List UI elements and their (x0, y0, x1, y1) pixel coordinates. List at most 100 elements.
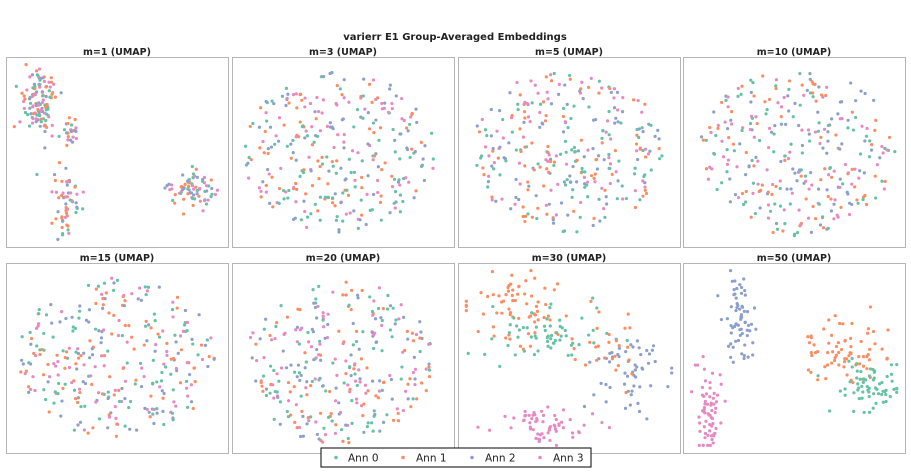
data-point-ann-2 (559, 201, 564, 205)
data-point-ann-0 (331, 164, 335, 168)
data-point-ann-1 (54, 217, 58, 221)
data-point-ann-1 (60, 225, 64, 230)
data-point-ann-1 (506, 289, 510, 293)
data-point-ann-1 (533, 320, 537, 324)
data-point-ann-2 (27, 390, 31, 395)
data-point-ann-0 (865, 384, 869, 389)
data-point-ann-0 (184, 379, 189, 383)
data-point-ann-3 (413, 383, 417, 387)
data-point-ann-0 (864, 134, 869, 138)
data-point-ann-0 (751, 81, 755, 85)
data-point-ann-0 (637, 135, 641, 140)
data-point-ann-2 (261, 180, 265, 184)
data-point-ann-2 (649, 384, 653, 388)
data-point-ann-3 (52, 362, 56, 366)
data-point-ann-2 (745, 310, 750, 314)
data-point-ann-0 (324, 389, 328, 393)
data-point-ann-0 (632, 172, 637, 176)
data-point-ann-1 (749, 215, 753, 219)
data-point-ann-2 (205, 189, 209, 193)
data-point-ann-2 (352, 209, 356, 213)
data-point-ann-1 (774, 86, 778, 91)
data-point-ann-0 (851, 128, 856, 132)
data-point-ann-1 (873, 128, 877, 132)
data-point-ann-2 (351, 321, 355, 326)
data-point-ann-1 (43, 105, 48, 109)
data-point-ann-2 (40, 90, 45, 94)
data-point-ann-2 (863, 139, 867, 143)
data-point-ann-3 (542, 436, 546, 440)
data-point-ann-3 (568, 418, 572, 422)
data-point-ann-2 (736, 323, 740, 327)
data-point-ann-2 (733, 193, 738, 197)
data-point-ann-1 (382, 380, 386, 384)
data-point-ann-2 (591, 223, 595, 228)
data-point-ann-1 (819, 135, 823, 139)
data-point-ann-3 (836, 215, 840, 219)
data-point-ann-2 (358, 218, 362, 222)
data-point-ann-3 (318, 342, 322, 346)
data-point-ann-1 (861, 354, 866, 359)
data-point-ann-0 (725, 170, 729, 174)
data-point-ann-2 (616, 120, 620, 124)
data-point-ann-0 (319, 75, 323, 79)
data-point-ann-2 (745, 328, 749, 332)
data-point-ann-3 (364, 391, 368, 395)
data-point-ann-3 (116, 333, 121, 338)
data-point-ann-1 (518, 344, 523, 348)
data-point-ann-2 (82, 351, 86, 355)
data-point-ann-2 (729, 324, 733, 328)
data-point-ann-3 (716, 123, 720, 127)
data-point-ann-0 (861, 390, 865, 394)
data-point-ann-3 (705, 402, 710, 406)
data-point-ann-2 (303, 366, 307, 370)
data-point-ann-1 (314, 117, 318, 121)
data-point-ann-2 (136, 297, 140, 301)
data-point-ann-2 (339, 166, 343, 170)
data-point-ann-1 (633, 205, 638, 210)
data-point-ann-1 (524, 279, 528, 283)
data-point-ann-2 (699, 135, 704, 139)
data-point-ann-0 (521, 325, 526, 330)
data-point-ann-0 (346, 436, 350, 441)
data-point-ann-2 (631, 345, 635, 349)
data-point-ann-0 (587, 105, 591, 109)
data-point-ann-0 (515, 324, 519, 328)
data-point-ann-0 (843, 387, 847, 391)
data-point-ann-3 (344, 359, 348, 363)
data-point-ann-3 (560, 420, 564, 424)
data-point-ann-2 (808, 72, 812, 76)
data-point-ann-3 (342, 132, 346, 137)
data-point-ann-2 (32, 82, 37, 86)
data-point-ann-3 (531, 428, 535, 432)
data-point-ann-3 (174, 404, 178, 408)
data-point-ann-3 (424, 367, 428, 371)
data-point-ann-2 (872, 98, 876, 102)
data-point-ann-0 (151, 412, 155, 416)
data-point-ann-2 (281, 349, 285, 353)
data-point-ann-3 (561, 426, 565, 430)
data-point-ann-0 (826, 226, 830, 231)
data-point-ann-1 (60, 216, 64, 220)
data-point-ann-2 (344, 423, 348, 427)
data-point-ann-3 (34, 326, 39, 330)
data-point-ann-1 (294, 181, 298, 186)
data-point-ann-2 (738, 283, 742, 287)
data-point-ann-0 (890, 379, 894, 383)
data-point-ann-2 (754, 155, 758, 159)
data-point-ann-0 (61, 349, 65, 353)
data-point-ann-0 (475, 163, 479, 167)
data-point-ann-0 (355, 108, 360, 112)
data-point-ann-0 (542, 324, 547, 328)
data-point-ann-3 (414, 332, 419, 337)
data-point-ann-2 (29, 362, 33, 366)
data-point-ann-2 (349, 353, 353, 357)
legend-entry-ann-0: Ann 0 (334, 453, 379, 465)
data-point-ann-3 (719, 421, 723, 425)
data-point-ann-0 (607, 152, 611, 157)
data-point-ann-1 (617, 343, 621, 348)
data-point-ann-0 (44, 119, 48, 123)
data-point-ann-2 (729, 355, 733, 360)
data-point-ann-0 (893, 150, 897, 154)
data-point-ann-1 (827, 341, 831, 345)
